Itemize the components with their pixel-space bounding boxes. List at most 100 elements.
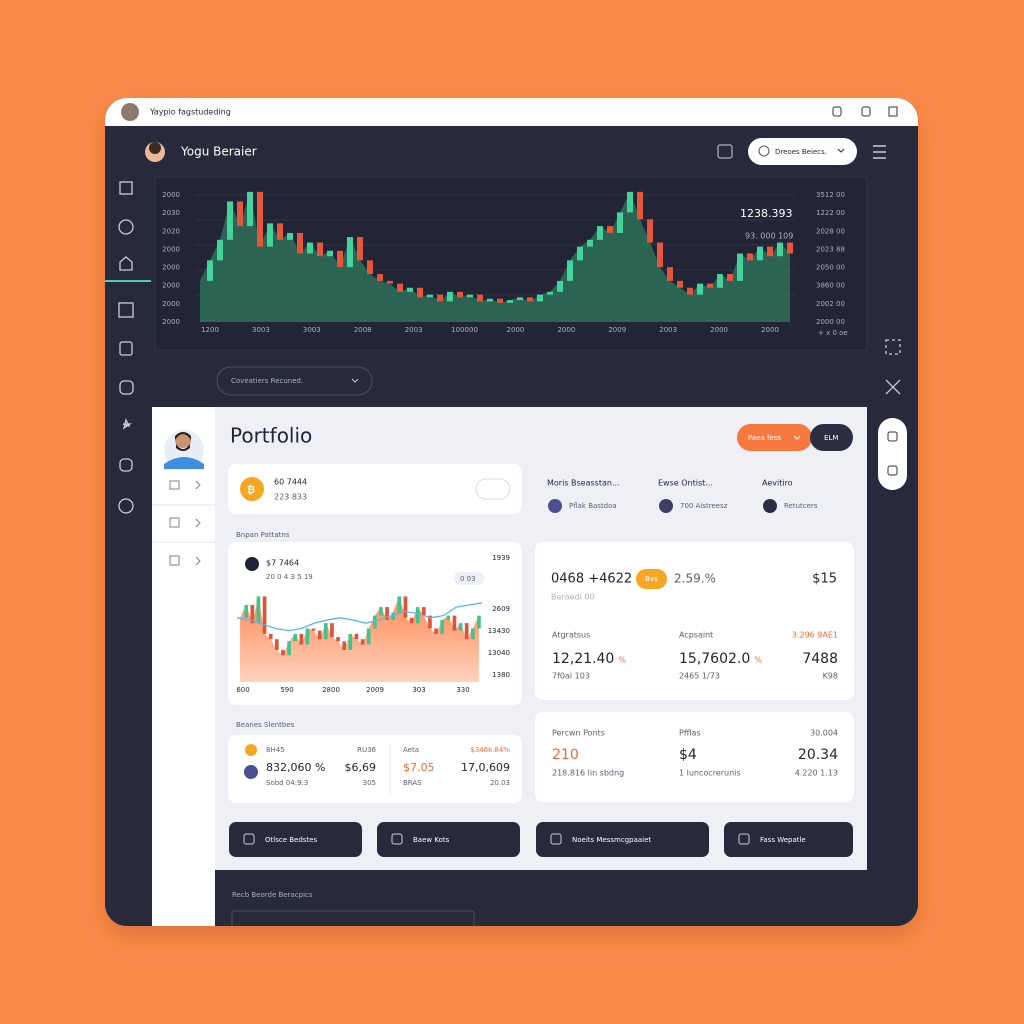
candle bbox=[440, 619, 445, 634]
column-sub: 4.220 1.13 bbox=[795, 769, 838, 778]
sub-nav-icon[interactable] bbox=[169, 555, 180, 566]
candle bbox=[421, 607, 426, 616]
nav-icon[interactable] bbox=[119, 458, 133, 472]
asset-card[interactable] bbox=[228, 464, 522, 514]
y-label: 2023 88 bbox=[816, 245, 845, 253]
candle bbox=[267, 223, 273, 247]
candle bbox=[307, 242, 313, 254]
sub-sidebar bbox=[152, 407, 215, 926]
y-label: 2000 bbox=[162, 264, 180, 272]
candle bbox=[647, 219, 653, 243]
column-value: 210 bbox=[552, 747, 579, 763]
nav-icon[interactable] bbox=[119, 341, 133, 356]
footer-box bbox=[231, 910, 475, 926]
candle bbox=[337, 250, 343, 268]
candle bbox=[717, 274, 723, 288]
icon bbox=[758, 145, 770, 157]
candle bbox=[677, 280, 683, 288]
window-title: Yaypio fagstudeding bbox=[149, 108, 231, 117]
action-button[interactable] bbox=[810, 424, 853, 451]
candle bbox=[517, 297, 523, 301]
y-label: 2000 bbox=[162, 191, 180, 199]
y-label: 2002 00 bbox=[816, 300, 845, 308]
range-selector[interactable] bbox=[216, 366, 373, 396]
nav-icon[interactable] bbox=[119, 380, 134, 395]
side-pill[interactable] bbox=[878, 418, 907, 490]
area bbox=[200, 191, 790, 322]
table-cell: BRAS bbox=[403, 779, 422, 787]
icon[interactable] bbox=[888, 106, 898, 117]
nav-icon[interactable] bbox=[118, 498, 134, 514]
column-sub: K98 bbox=[823, 672, 838, 681]
summary-right: $15 bbox=[812, 572, 837, 587]
x-label: 2000 bbox=[557, 326, 575, 334]
title-bar bbox=[105, 98, 918, 126]
candle bbox=[507, 300, 513, 303]
coin-symbol: ₿ bbox=[247, 484, 255, 496]
icon[interactable] bbox=[717, 144, 733, 159]
column-value: 7488 bbox=[802, 651, 838, 667]
candle bbox=[537, 294, 543, 302]
candle bbox=[247, 191, 253, 227]
action-button[interactable] bbox=[536, 822, 709, 857]
footer-title: Recb Beorde Beracpics bbox=[232, 891, 313, 899]
y-label: 1380 bbox=[492, 671, 510, 679]
action-button[interactable] bbox=[377, 822, 520, 857]
nav-icon[interactable] bbox=[118, 302, 134, 318]
sub-nav-icon[interactable] bbox=[169, 480, 180, 490]
candle bbox=[357, 237, 363, 261]
account-menu[interactable] bbox=[748, 138, 857, 165]
table-cell: 17,0,609 bbox=[461, 761, 510, 774]
candle bbox=[323, 623, 328, 640]
nav-icon[interactable] bbox=[118, 219, 134, 235]
candle bbox=[707, 283, 713, 288]
summary-sub: Beraedi 00 bbox=[551, 593, 595, 602]
table-cell: 832,060 % bbox=[266, 761, 325, 774]
side-icon[interactable] bbox=[885, 379, 901, 395]
table-cell: Sobd 04:9:3 bbox=[266, 779, 308, 787]
points-card bbox=[535, 712, 854, 802]
nav-icon[interactable] bbox=[119, 256, 133, 271]
mini-chart: 1939 2609 13430 13040 1380 600 590 2800 2009 303 3… bbox=[236, 554, 510, 694]
candle bbox=[567, 260, 573, 281]
coin-icon bbox=[245, 557, 259, 571]
price: 1238.393 bbox=[740, 207, 793, 220]
candle bbox=[336, 637, 340, 642]
stat-value: 700 Aistreesz bbox=[680, 502, 728, 510]
badge bbox=[636, 569, 667, 589]
column-label: 3.296 9AE1 bbox=[792, 631, 838, 640]
nav-icon[interactable] bbox=[122, 418, 133, 430]
column-label: Percwn Ponts bbox=[552, 729, 605, 738]
candle bbox=[470, 628, 475, 640]
candle bbox=[527, 297, 533, 302]
candle bbox=[557, 280, 563, 292]
column-value: 15,7602.0 bbox=[679, 651, 750, 667]
candle bbox=[407, 287, 413, 292]
nav-active bbox=[105, 280, 151, 282]
candle bbox=[317, 630, 322, 640]
candle bbox=[637, 191, 643, 220]
action-button[interactable] bbox=[229, 822, 362, 857]
side-icon[interactable] bbox=[885, 339, 901, 355]
trend-line bbox=[236, 602, 483, 632]
candle bbox=[487, 298, 493, 302]
asset-dropdown[interactable] bbox=[475, 478, 511, 500]
action-button[interactable] bbox=[724, 822, 853, 857]
menu-icon[interactable] bbox=[873, 145, 886, 159]
sub-nav-icon[interactable] bbox=[169, 517, 180, 528]
filter-button[interactable] bbox=[737, 424, 812, 451]
chevron bbox=[195, 556, 201, 566]
icon[interactable] bbox=[861, 106, 871, 117]
x-label: 3003 bbox=[303, 326, 321, 334]
badge bbox=[454, 572, 484, 585]
candle bbox=[747, 253, 753, 261]
stat-label: Moris Bseasstan... bbox=[547, 479, 620, 488]
candle bbox=[577, 246, 583, 261]
candle bbox=[617, 212, 623, 233]
candle bbox=[434, 628, 438, 634]
icon[interactable] bbox=[832, 106, 842, 117]
coin-icon bbox=[240, 477, 264, 501]
button-label: Fass Wepatle bbox=[760, 836, 806, 844]
nav-icon[interactable] bbox=[119, 181, 133, 195]
